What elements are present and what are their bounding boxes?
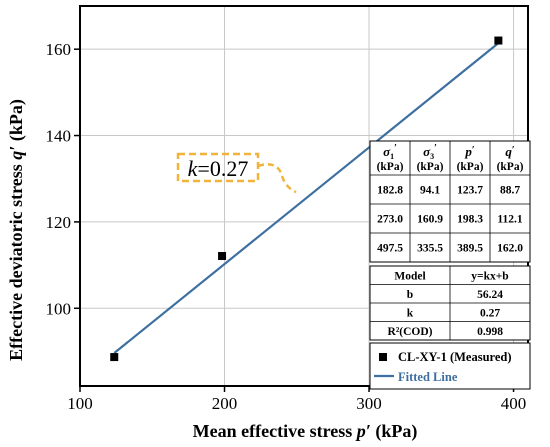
data-table-cell: 335.5 [417,243,443,255]
data-point [110,353,119,362]
data-point [494,36,503,45]
data-table-header-unit: (kPa) [377,161,404,173]
y-axis-title: Effective deviatoric stress q′ (kPa) [6,99,27,361]
data-table-cell: 162.0 [497,243,523,255]
data-table-cell: 94.1 [420,185,440,197]
data-table-cell: 497.5 [377,243,403,255]
data-table-header-unit: (kPa) [417,161,444,173]
data-table-cell: 112.1 [497,214,522,226]
data-table-header-symbol: σ3′ [423,143,437,161]
data-table-cell: 273.0 [377,214,403,226]
data-table: σ1′(kPa)σ3′(kPa)p′(kPa)q′(kPa)182.8 94.1 1… [369,140,531,263]
y-tick-label: 140 [46,127,72,146]
x-tick-label: 100 [67,394,93,413]
data-table-cell: 389.5 [457,243,483,255]
fit-table-cell: b [407,289,413,301]
x-tick-label: 200 [212,394,238,413]
legend-marker-measured [379,353,387,361]
x-tick-label: 300 [356,394,382,413]
axis-ticks: 100 200 300 400 100 120 140 160 [46,40,527,413]
fit-parameters-table: Model y=kx+b b 56.24 k 0.27 R²(COD) 0.998 [369,265,531,341]
fitted-line [113,42,500,354]
data-table-cell: 160.9 [417,214,443,226]
data-table-cell: 88.7 [500,185,520,197]
x-axis-title: Mean effective stress p′ (kPa) [193,421,418,442]
data-table-cell: 198.3 [457,214,483,226]
data-point [218,252,227,261]
y-tick-label: 100 [46,299,72,318]
data-table-header-unit: (kPa) [457,161,484,173]
data-table-cell: 182.8 [377,185,403,197]
data-table-header-symbol: σ1′ [383,143,397,161]
slope-annotation: k=0.27 [176,152,297,194]
data-table-header-unit: (kPa) [497,161,524,173]
fit-table-cell: Model [394,270,425,282]
fit-table-cell: k [407,307,414,319]
data-table-header-symbol: p′ [464,144,475,159]
fit-table-cell: R²(COD) [388,326,433,338]
legend-label-measured: CL-XY-1 (Measured) [398,350,512,364]
annotation-pointer [257,163,297,194]
legend: CL-XY-1 (Measured) Fitted Line [369,342,531,390]
y-tick-label: 120 [46,213,72,232]
legend-label-fit: Fitted Line [398,370,458,384]
legend-border [369,342,531,390]
annotation-label: k=0.27 [188,156,249,181]
fit-table-cell: y=kx+b [471,270,508,282]
grid [79,6,528,386]
fitted-line-layer [113,42,500,354]
data-table-header-symbol: q′ [505,144,515,159]
x-tick-label: 400 [501,394,527,413]
fit-table-cell: 0.27 [480,307,500,319]
measured-points-layer [110,36,503,362]
y-tick-label: 160 [46,40,72,59]
fit-table-cell: 56.24 [477,289,503,301]
data-table-cell: 123.7 [457,185,483,197]
annotation-box [176,152,260,183]
fit-table-cell: 0.998 [477,326,503,338]
